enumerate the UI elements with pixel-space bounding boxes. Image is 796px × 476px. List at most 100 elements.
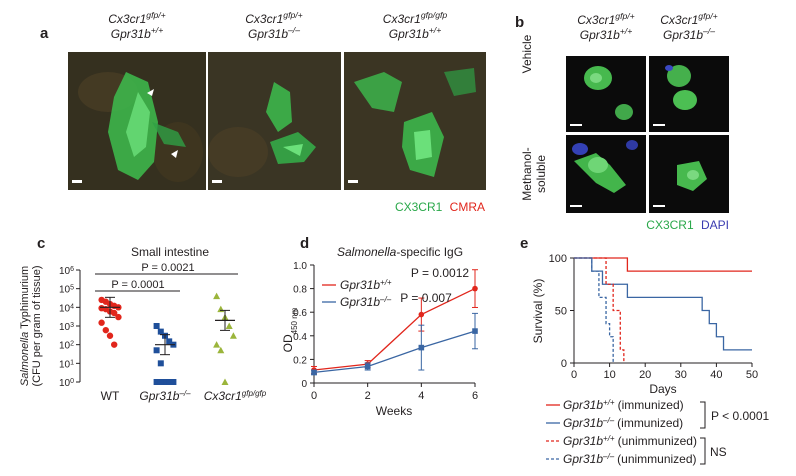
chart-c-category: Cx3cr1gfp/gfp — [204, 389, 267, 404]
panel-a-geno-line2: Gpr31b+/+ — [389, 25, 442, 41]
chart-e-series-line — [574, 257, 625, 363]
chart-c-point — [213, 292, 221, 300]
chart-c-point — [111, 341, 118, 348]
chart-e-xtick-label: 40 — [710, 369, 722, 381]
chart-d-ytick-label: 0.6 — [293, 308, 307, 319]
chart-e-pvalue: P < 0.0001 — [711, 409, 769, 423]
chart-c-point — [102, 326, 110, 334]
panel-b-image-vehicle-1 — [566, 56, 646, 132]
chart-c-ylabel-2: (CFU per gram of tissue) — [31, 265, 43, 386]
chart-c-point — [229, 332, 237, 339]
chart-c-ytick-label: 102 — [59, 340, 74, 352]
chart-d-point — [364, 363, 371, 370]
chart-c-point — [166, 379, 173, 385]
chart-e-ns: NS — [710, 445, 727, 459]
chart-e-legend-label: Gpr31b+/+ (unimmunized) — [563, 434, 697, 449]
chart-c-point — [111, 309, 118, 317]
chart-d-xtick-label: 4 — [418, 390, 424, 402]
panel-b-image-methanol-2 — [649, 135, 729, 213]
legend-cx3cr1-b: CX3CR1 — [646, 218, 694, 232]
panel-a-geno-line2: Gpr31b+/+ — [111, 25, 164, 41]
panel-b-geno-line1: Cx3cr1gfp/+ — [577, 11, 634, 27]
chart-d-series-line — [313, 288, 476, 371]
panel-a-image-1 — [68, 52, 206, 190]
chart-c-category: WT — [101, 389, 120, 403]
chart-c-point — [153, 379, 160, 385]
chart-d-xlabel: Weeks — [376, 404, 412, 418]
genotype-headers: Cx3cr1gfp/+Gpr31b+/+Cx3cr1gfp/+Gpr31b–/–… — [108, 10, 717, 42]
chart-c-ytick-label: 106 — [59, 266, 74, 278]
chart-c-title: Small intestine — [131, 245, 209, 259]
chart-e-xtick-label: 10 — [603, 369, 615, 381]
chart-c-point — [106, 332, 114, 339]
chart-c-ytick-label: 103 — [59, 322, 74, 334]
chart-d-legend-label: Gpr31b+/+ — [340, 278, 392, 293]
chart-e-bracket — [700, 437, 706, 465]
chart-c-point — [157, 379, 164, 385]
chart-c-point — [213, 341, 221, 348]
panel-b-legend: CX3CR1 DAPI — [566, 218, 729, 232]
legend-dapi: DAPI — [700, 218, 729, 232]
chart-d-point — [418, 311, 425, 318]
chart-e-xlabel: Days — [649, 382, 676, 396]
chart-e-series-line — [574, 257, 752, 272]
chart-c-point — [217, 305, 225, 313]
chart-e-xtick-label: 0 — [571, 369, 577, 381]
chart-d-point — [418, 344, 425, 351]
panel-b-image-methanol-1 — [566, 135, 646, 213]
panel-a-geno-line1: Cx3cr1gfp/+ — [108, 10, 165, 26]
chart-e-xtick-label: 30 — [675, 369, 687, 381]
chart-d-ytick-label: 1.0 — [293, 261, 307, 272]
chart-c-point — [221, 378, 229, 385]
chart-c-ytick-label: 100 — [59, 378, 74, 390]
chart-c-point — [153, 347, 160, 354]
chart-d-point — [311, 369, 317, 376]
chart-e-ytick-label: 100 — [549, 253, 567, 265]
chart-d-annotation: P = 0.007 — [400, 291, 452, 305]
panel-a-legend: CX3CR1 CMRA — [0, 200, 485, 214]
chart-c-point — [162, 379, 168, 385]
chart-e-legend-label: Gpr31b+/+ (immunized) — [563, 398, 684, 413]
chart-d-annotation: P = 0.0012 — [411, 266, 469, 280]
panel-a-geno-line1: Cx3cr1gfp/gfp — [383, 10, 448, 26]
panel-d-label: d — [300, 235, 309, 252]
panel-b-geno-line2: Gpr31b–/– — [663, 26, 715, 42]
panel-b-geno-line1: Cx3cr1gfp/+ — [660, 11, 717, 27]
chart-e-legend-label: Gpr31b–/– (unimmunized) — [563, 452, 697, 467]
chart-d-ytick-label: 0.4 — [293, 332, 307, 343]
panel-c-label: c — [37, 235, 45, 252]
legend-cmra: CMRA — [449, 200, 485, 214]
chart-d-legend-label: Gpr31b–/– — [340, 295, 392, 310]
panel-b-label: b — [515, 14, 525, 31]
chart-e-ytick-label: 50 — [555, 306, 567, 318]
panel-a-label: a — [40, 25, 49, 42]
chart-c-point — [153, 323, 160, 329]
chart-c-point — [217, 346, 225, 354]
chart-c-point — [157, 328, 164, 335]
panel-b-geno-line2: Gpr31b+/+ — [580, 26, 633, 42]
chart-d-ytick-label: 0.8 — [293, 285, 307, 296]
chart-c-pvalue: P = 0.0001 — [111, 279, 164, 291]
chart-c-pvalue: P = 0.0021 — [141, 262, 194, 274]
panel-a-image-2 — [208, 52, 341, 190]
chart-e-series-line — [574, 257, 614, 363]
chart-c-point — [98, 319, 105, 326]
chart-e-ytick-label: 0 — [561, 358, 567, 370]
panel-a-geno-line2: Gpr31b–/– — [248, 25, 300, 41]
panel-e-label: e — [520, 235, 528, 252]
panel-a-image-3 — [344, 52, 486, 190]
chart-d-xtick-label: 6 — [472, 390, 478, 402]
chart-e-bracket — [700, 401, 706, 429]
chart-e-legend-label: Gpr31b–/– (immunized) — [563, 416, 683, 431]
chart-e-xtick-label: 20 — [639, 369, 651, 381]
chart-e-series-line — [574, 257, 752, 351]
chart-d-xtick-label: 2 — [365, 390, 371, 402]
chart-c-category: Gpr31b–/– — [139, 389, 191, 404]
chart-e-ylabel: Survival (%) — [531, 279, 545, 344]
chart-d-point — [472, 285, 478, 292]
chart-d-ytick-label: 0.2 — [293, 355, 307, 366]
panel-b-image-vehicle-2 — [649, 56, 729, 132]
chart-c-point — [166, 338, 173, 345]
chart-d-series-line — [313, 330, 476, 374]
chart-c-point — [115, 313, 122, 321]
